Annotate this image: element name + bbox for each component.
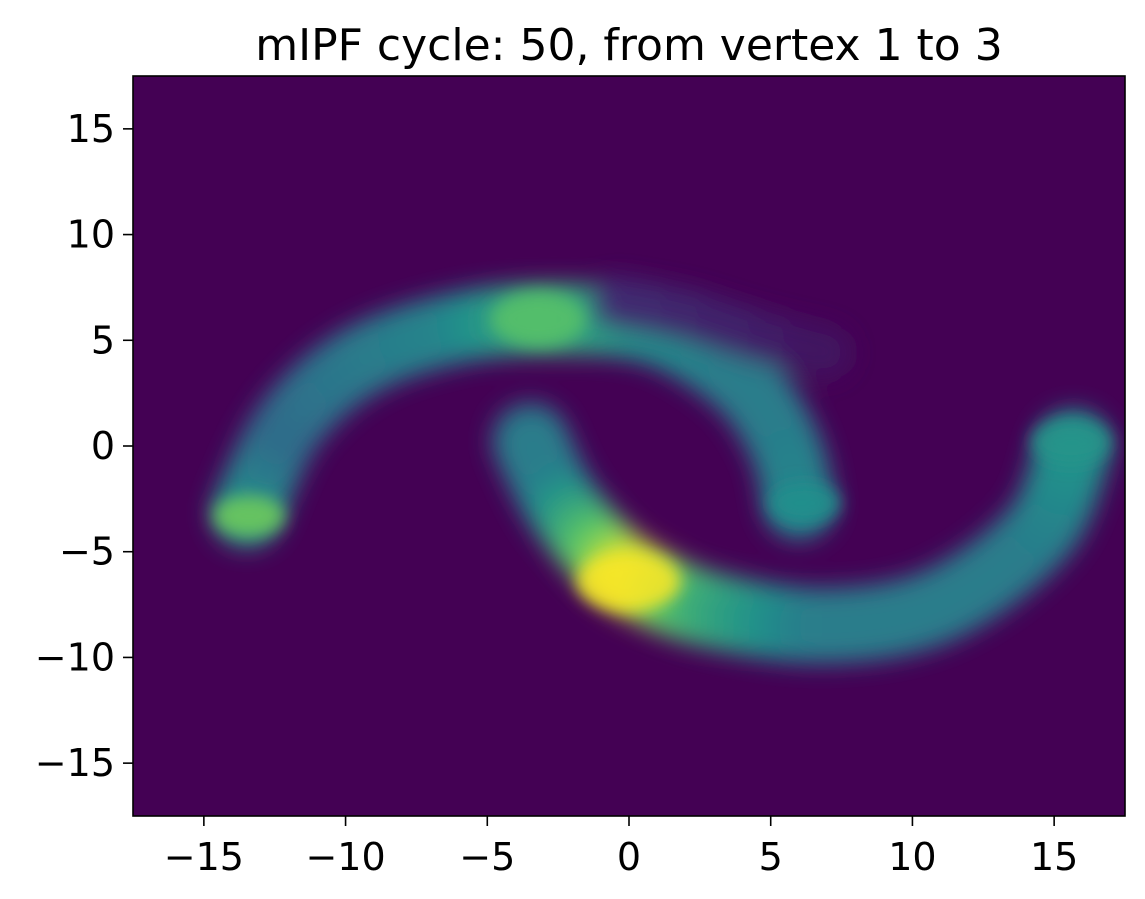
density-peak xyxy=(213,495,285,537)
density-peak xyxy=(769,482,841,524)
x-tick-label: 15 xyxy=(1030,835,1078,879)
x-tick-label: −15 xyxy=(164,835,244,879)
density-peaks xyxy=(213,291,1111,611)
y-tick-label: 15 xyxy=(67,107,115,151)
plot-area xyxy=(133,76,1125,816)
x-tick-label: −5 xyxy=(459,835,515,879)
density-peak xyxy=(490,291,586,347)
y-tick-label: −5 xyxy=(59,530,115,574)
x-tick-label: −10 xyxy=(305,835,385,879)
y-tick-label: −10 xyxy=(35,635,115,679)
x-tick-label: 10 xyxy=(888,835,936,879)
x-axis: −15 −10 −5 0 5 10 15 xyxy=(164,816,1078,879)
chart-title: mIPF cycle: 50, from vertex 1 to 3 xyxy=(255,20,1002,71)
y-tick-label: −15 xyxy=(35,741,115,785)
density-arc xyxy=(589,276,853,379)
y-tick-label: 0 xyxy=(91,424,115,468)
x-tick-label: 5 xyxy=(759,835,783,879)
x-tick-label: 0 xyxy=(617,835,641,879)
plot-frame xyxy=(132,75,1126,817)
y-tick-label: 5 xyxy=(91,318,115,362)
density-mark xyxy=(801,327,853,379)
y-tick-label: 10 xyxy=(67,213,115,257)
y-axis: 15 10 5 0 −5 −10 −15 xyxy=(35,107,133,785)
density-peak xyxy=(1031,419,1111,465)
density-peak xyxy=(577,551,681,611)
